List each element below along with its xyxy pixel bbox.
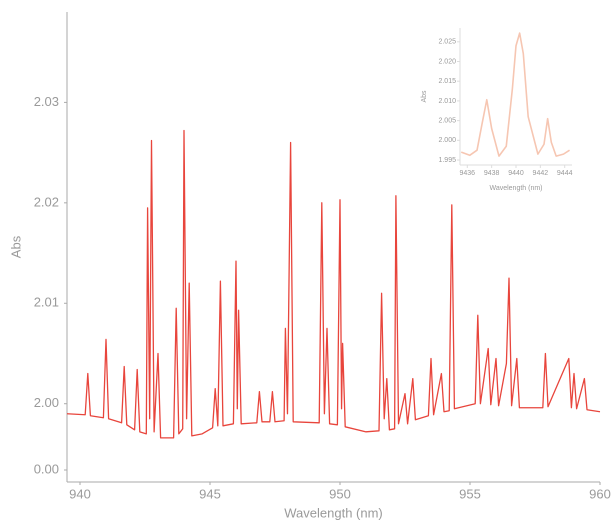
y-tick-label: 2.02 [34, 194, 59, 209]
y-tick-label: 2.03 [34, 94, 59, 109]
x-tick-label: 950 [329, 486, 351, 501]
y-axis-label: Abs [421, 90, 428, 103]
y-tick-label: 2.020 [438, 58, 456, 65]
y-tick-label: 2.025 [438, 39, 456, 46]
spectrum-line [460, 32, 571, 157]
y-tick-label: 2.010 [438, 98, 456, 105]
y-tick-label: 1.995 [438, 157, 456, 164]
x-tick-label: 9436 [460, 170, 476, 177]
y-axis-label: Abs [8, 235, 23, 258]
x-tick-label: 955 [459, 486, 481, 501]
y-tick-label: 0.00 [34, 461, 59, 476]
x-axis-label: Wavelength (nm) [489, 185, 542, 192]
x-tick-label: 9442 [533, 170, 549, 177]
x-tick-label: 9444 [557, 170, 573, 177]
x-tick-label: 945 [199, 486, 221, 501]
x-tick-label: 940 [69, 486, 91, 501]
y-tick-label: 2.000 [438, 137, 456, 144]
spectrum-line [66, 129, 601, 439]
y-tick-label: 2.01 [34, 295, 59, 310]
x-tick-label: 960 [589, 486, 611, 501]
x-tick-label: 9440 [508, 170, 524, 177]
x-axis-label: Wavelength (nm) [284, 505, 383, 520]
y-tick-label: 2.005 [438, 117, 456, 124]
y-tick-label: 2.00 [34, 395, 59, 410]
x-tick-label: 9438 [484, 170, 500, 177]
y-tick-label: 2.015 [438, 78, 456, 85]
